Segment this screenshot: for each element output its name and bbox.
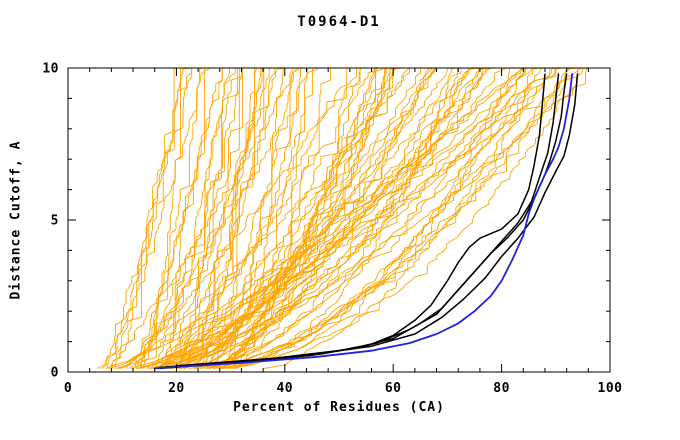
y-axis-label: Distance Cutoff, A — [8, 140, 24, 300]
tick-label: 100 — [598, 381, 623, 396]
tick-label: 40 — [276, 381, 293, 396]
tick-label: 80 — [493, 381, 510, 396]
tick-label: 10 — [42, 62, 59, 77]
x-axis-label: Percent of Residues (CA) — [233, 400, 445, 415]
chart-title: T0964-D1 — [297, 14, 381, 30]
tick-label: 0 — [51, 366, 59, 381]
tick-label: 60 — [385, 381, 402, 396]
tick-label: 0 — [64, 381, 72, 396]
tick-label: 20 — [168, 381, 185, 396]
tick-label: 5 — [51, 214, 59, 229]
